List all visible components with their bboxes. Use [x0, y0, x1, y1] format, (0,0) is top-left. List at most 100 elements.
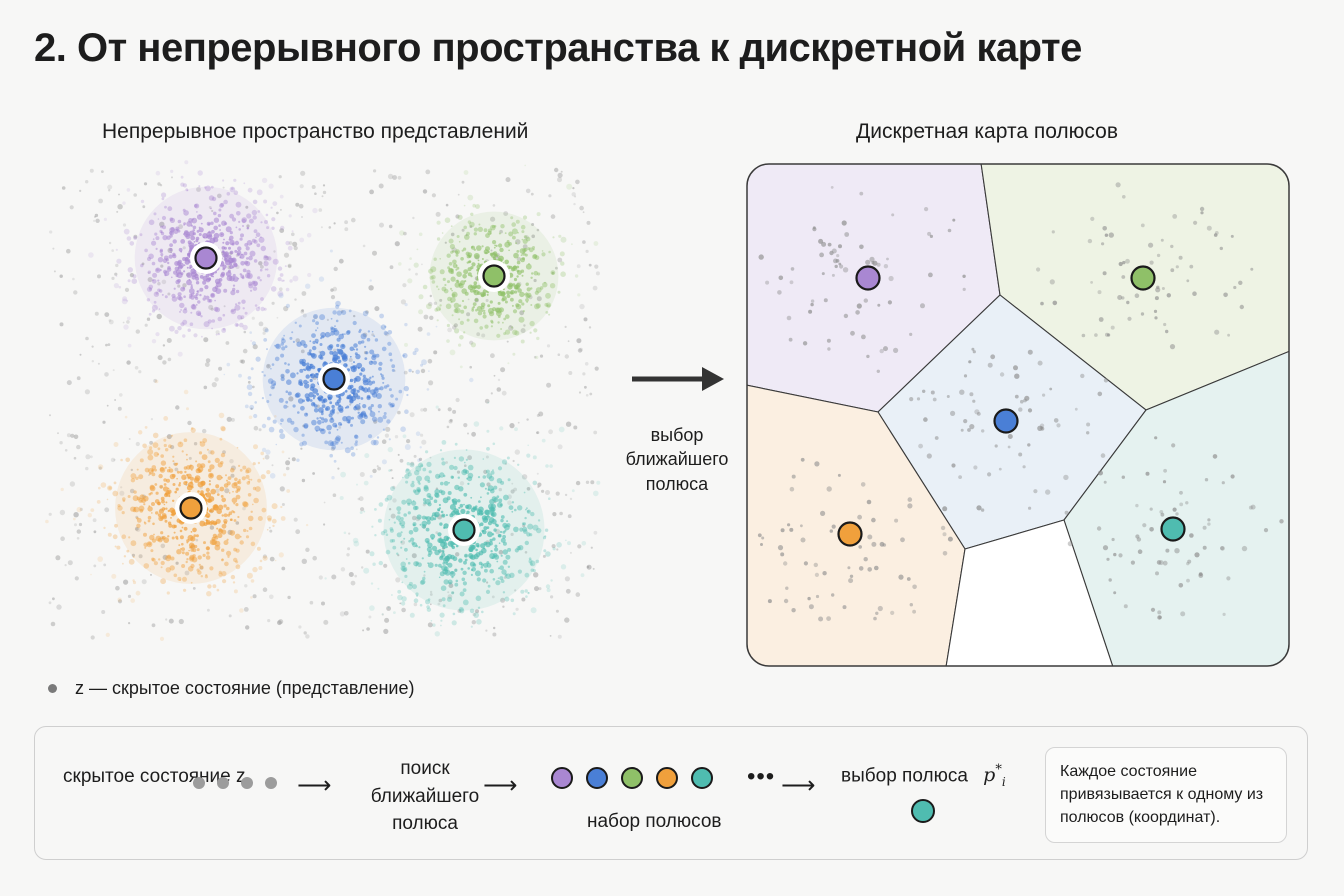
cluster-point — [461, 469, 468, 476]
cluster-point — [419, 580, 425, 585]
background-point — [577, 544, 582, 549]
background-point — [448, 419, 453, 424]
cell-point — [1219, 246, 1223, 251]
cluster-point — [449, 504, 456, 510]
background-point — [514, 449, 520, 455]
cluster-point — [275, 343, 280, 349]
cluster-point — [319, 350, 326, 357]
background-point — [565, 588, 571, 594]
cluster-point — [144, 546, 147, 549]
cluster-point — [475, 204, 480, 209]
cluster-point — [302, 368, 305, 371]
cluster-point — [179, 442, 182, 444]
cluster-point — [156, 268, 159, 272]
cluster-point — [113, 442, 119, 447]
cluster-point — [382, 414, 387, 420]
cell-point — [780, 552, 785, 557]
cluster-point — [528, 247, 534, 253]
background-point — [262, 554, 267, 559]
cluster-point — [226, 362, 231, 367]
cluster-point — [493, 528, 497, 532]
cluster-point — [416, 487, 421, 492]
background-point — [524, 235, 529, 240]
cluster-point — [485, 469, 490, 474]
background-point — [429, 603, 432, 606]
background-point — [79, 353, 82, 356]
cluster-point — [285, 400, 289, 404]
cluster-point — [369, 605, 375, 611]
background-point — [66, 248, 71, 254]
cell-point — [1100, 453, 1106, 458]
cluster-point — [489, 506, 495, 512]
cell-point — [788, 337, 793, 342]
background-point — [354, 574, 358, 578]
cluster-point — [470, 212, 474, 216]
cluster-point — [321, 421, 325, 424]
cluster-point — [179, 310, 181, 313]
background-point — [157, 355, 163, 361]
background-point — [425, 169, 431, 175]
cluster-point — [426, 461, 432, 467]
cluster-point — [187, 481, 194, 488]
background-point — [269, 529, 273, 533]
cluster-point — [182, 183, 187, 188]
cluster-point — [169, 473, 176, 480]
cluster-point — [524, 540, 529, 546]
cluster-point — [264, 220, 268, 224]
cluster-point — [307, 272, 312, 278]
cell-point — [1213, 233, 1218, 237]
cluster-point — [380, 324, 387, 330]
cluster-point — [247, 391, 253, 397]
background-point — [546, 344, 551, 348]
cluster-point — [136, 523, 141, 528]
cluster-point — [409, 257, 412, 260]
cluster-point — [428, 370, 430, 372]
cluster-point — [418, 462, 424, 468]
cell-point — [918, 443, 923, 449]
cluster-point — [366, 337, 371, 342]
cell-point — [1018, 407, 1023, 412]
cluster-point — [526, 509, 531, 514]
cluster-point — [158, 308, 161, 310]
cluster-point — [151, 557, 155, 561]
cluster-point — [281, 346, 286, 351]
cluster-point — [162, 225, 166, 230]
cluster-point — [159, 268, 162, 272]
cell-point — [1102, 271, 1107, 276]
background-point — [448, 583, 454, 589]
cluster-point — [177, 326, 182, 331]
cell-point — [1022, 465, 1026, 469]
cluster-point — [319, 416, 322, 419]
cluster-point — [434, 308, 439, 312]
cluster-point — [267, 517, 272, 522]
cluster-point — [374, 338, 379, 342]
cluster-point — [482, 289, 487, 294]
cell-point — [827, 242, 832, 247]
cluster-point — [319, 428, 323, 432]
cluster-point — [198, 563, 201, 566]
background-point — [457, 609, 462, 613]
cluster-point — [388, 518, 391, 521]
cluster-point — [516, 250, 520, 253]
cluster-point — [469, 377, 474, 383]
cluster-point — [203, 236, 205, 239]
cluster-point — [199, 287, 204, 292]
cluster-point — [521, 274, 524, 277]
cluster-point — [436, 285, 439, 288]
cluster-point — [186, 458, 188, 461]
cluster-point — [489, 568, 495, 574]
cluster-point — [183, 233, 185, 235]
cell-point — [761, 536, 765, 540]
cluster-point — [155, 511, 159, 515]
cluster-point — [261, 507, 267, 513]
cluster-point — [477, 606, 481, 609]
background-point — [537, 485, 540, 489]
background-point — [378, 183, 384, 189]
cluster-point — [467, 476, 473, 482]
cell-point — [1090, 281, 1093, 284]
background-point — [353, 314, 356, 318]
cluster-point — [549, 464, 553, 468]
background-point — [242, 506, 246, 511]
cluster-point — [446, 496, 451, 501]
cluster-point — [516, 275, 519, 278]
